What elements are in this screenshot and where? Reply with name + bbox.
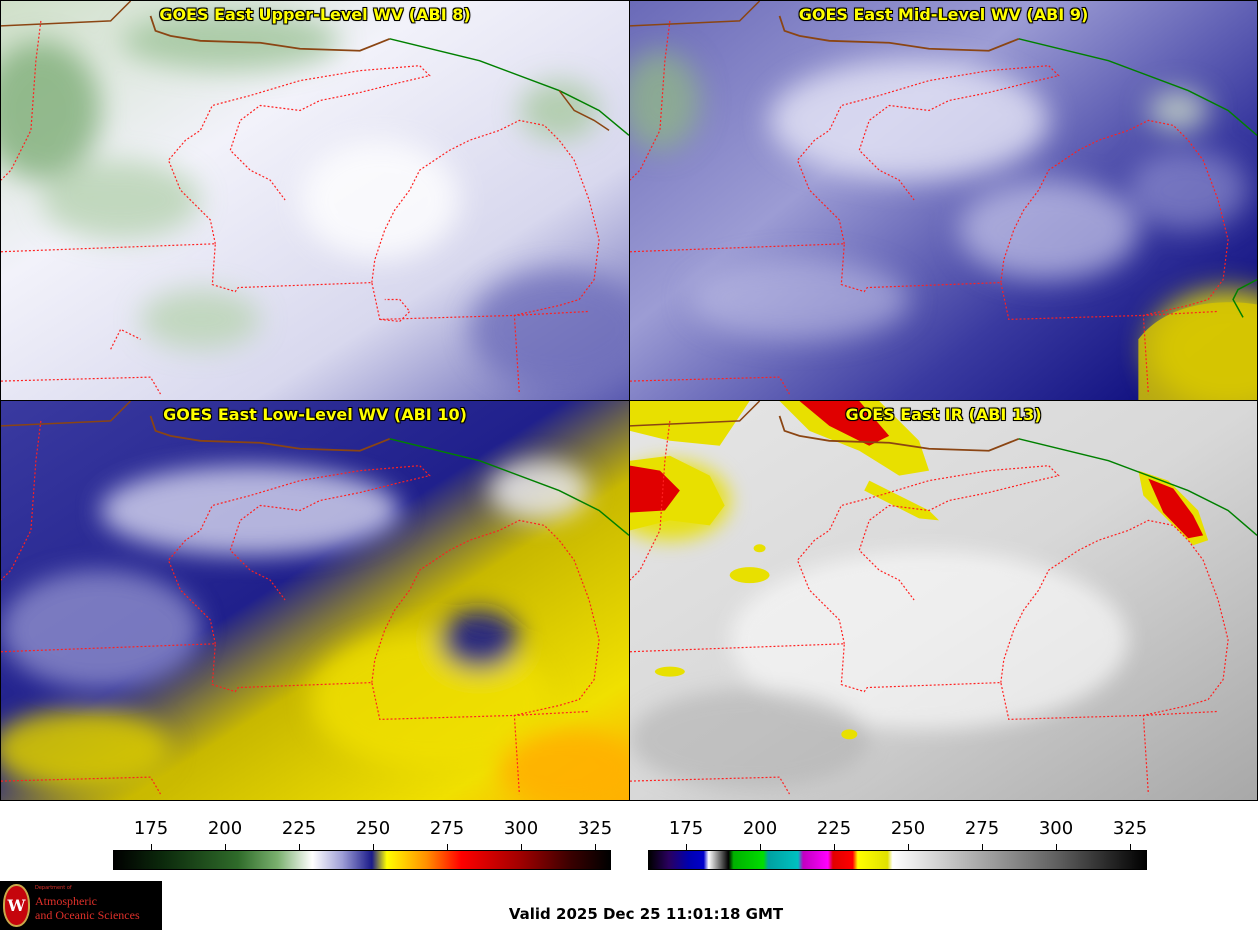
- low-level-wv-panel: GOES East Low-Level WV (ABI 10): [0, 400, 630, 801]
- tick-mark: [686, 844, 687, 850]
- tick-mark: [1056, 844, 1057, 850]
- tick-mark: [225, 844, 226, 850]
- tick-mark: [595, 844, 596, 850]
- tick-mark: [447, 844, 448, 850]
- tick-mark: [1130, 844, 1131, 850]
- colorbar-tick-labels: 175 200 225 250 275 300 325: [113, 818, 613, 842]
- logo-line-1: Atmospheric: [35, 894, 97, 908]
- tick-mark: [299, 844, 300, 850]
- colorbar-gradient: [648, 850, 1147, 870]
- ir-panel: GOES East IR (ABI 13): [629, 400, 1258, 801]
- tick-label: 275: [964, 818, 1000, 839]
- logo-line-2: and Oceanic Sciences: [35, 908, 140, 922]
- tick-mark: [151, 844, 152, 850]
- panel-title: GOES East IR (ABI 13): [845, 405, 1042, 424]
- tick-label: 175: [668, 818, 704, 839]
- tick-mark: [760, 844, 761, 850]
- tick-label: 300: [1038, 818, 1074, 839]
- tick-mark: [373, 844, 374, 850]
- ir-image: [630, 401, 1257, 800]
- low-level-wv-image: [1, 401, 629, 800]
- tick-mark: [908, 844, 909, 850]
- tick-label: 275: [429, 818, 465, 839]
- mid-level-wv-panel: GOES East Mid-Level WV (ABI 9): [629, 0, 1258, 401]
- tick-mark: [834, 844, 835, 850]
- colorbar-tick-labels: 175 200 225 250 275 300 325: [648, 818, 1147, 842]
- tick-label: 300: [503, 818, 539, 839]
- panel-title: GOES East Mid-Level WV (ABI 9): [798, 5, 1089, 24]
- panel-title: GOES East Upper-Level WV (ABI 8): [159, 5, 471, 24]
- valid-time: Valid 2025 Dec 25 11:01:18 GMT: [508, 905, 784, 923]
- tick-label: 225: [281, 818, 317, 839]
- tick-mark: [521, 844, 522, 850]
- tick-label: 200: [742, 818, 778, 839]
- upper-level-wv-image: [1, 1, 629, 400]
- logo-department: Department of: [35, 885, 72, 891]
- upper-level-wv-panel: GOES East Upper-Level WV (ABI 8): [0, 0, 630, 401]
- mid-level-wv-image: [630, 1, 1257, 400]
- tick-label: 250: [890, 818, 926, 839]
- tick-label: 325: [1112, 818, 1148, 839]
- aos-logo: W Department of Atmospheric and Oceanic …: [0, 881, 162, 930]
- tick-label: 175: [133, 818, 169, 839]
- ir-colorbar: 175 200 225 250 275 300 325: [648, 818, 1147, 872]
- tick-mark: [982, 844, 983, 850]
- panel-title: GOES East Low-Level WV (ABI 10): [163, 405, 467, 424]
- colorbar-gradient: [113, 850, 611, 870]
- uw-seal-icon: W: [3, 884, 30, 927]
- tick-label: 250: [355, 818, 391, 839]
- wv-colorbar: 175 200 225 250 275 300 325: [113, 818, 613, 872]
- tick-label: 200: [207, 818, 243, 839]
- tick-label: 225: [816, 818, 852, 839]
- tick-label: 325: [577, 818, 613, 839]
